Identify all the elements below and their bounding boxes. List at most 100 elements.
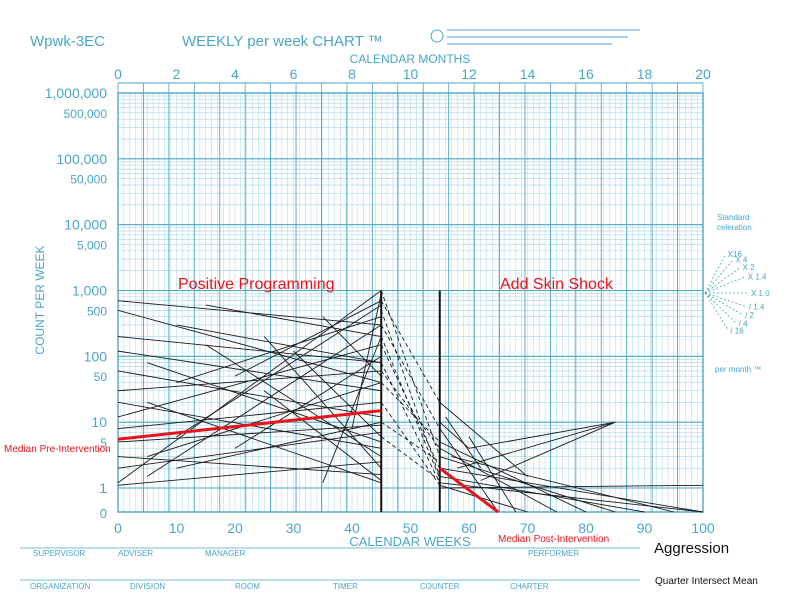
celeration-label: X 4: [735, 255, 748, 264]
y-tick-label: 100,000: [56, 151, 107, 167]
celeration-title-1: Standard: [717, 213, 749, 222]
x-tick-labels: 0 10 20 30 40 50 60 70 80 90 100: [114, 520, 715, 536]
x-tick-label: 30: [286, 520, 302, 536]
data-line-post: [439, 467, 704, 513]
top-tick-label: 18: [637, 66, 653, 82]
x-tick-label: 50: [403, 520, 419, 536]
data-line-post: [451, 456, 674, 513]
data-line-pre: [117, 456, 382, 476]
celeration-ray: [704, 276, 746, 294]
data-line-pre: [322, 316, 382, 377]
data-line-transition: [380, 324, 441, 429]
celeration-label: X16: [728, 250, 743, 259]
celeration-ray: [704, 253, 727, 294]
x-tick-label: 70: [520, 520, 536, 536]
celeration-label: / 16: [730, 326, 744, 335]
x-tick-label: 80: [578, 520, 594, 536]
x-tick-label: 40: [344, 520, 360, 536]
y-tick-label: 1: [99, 480, 107, 496]
y-tick-label: 100: [84, 348, 108, 364]
form-code: Wpwk-3EC: [30, 33, 105, 50]
data-line-transition: [380, 362, 441, 483]
footer-field: PERFORMER: [528, 549, 579, 558]
month-label-row: [117, 82, 704, 93]
y-tick-label: 5,000: [77, 238, 107, 252]
major-grid: [117, 92, 704, 513]
y-tick-label: 50: [94, 370, 108, 384]
top-tick-label: 8: [348, 66, 356, 82]
data-line-pre: [117, 401, 382, 429]
y-tick-labels: 1,000,000 500,000 100,000 50,000 10,000 5,000…: [45, 85, 108, 496]
y-axis-label: COUNT PER WEEK: [33, 245, 47, 354]
footer-field: ADVISER: [118, 549, 153, 558]
data-line-pre: [322, 336, 382, 483]
celeration-label: X 1.0: [751, 289, 770, 298]
data-line-pre: [117, 424, 382, 443]
data-line-transition: [380, 436, 441, 481]
data-line-pre: [234, 355, 382, 449]
form-footer: SUPERVISOR ADVISER MANAGER PERFORMER ORGANIZ…: [20, 547, 640, 591]
data-line-transition: [380, 402, 441, 486]
data-line-pre: [351, 293, 382, 429]
top-tick-label: 4: [231, 66, 239, 82]
x-tick-label: 20: [227, 520, 243, 536]
x-tick-label: 60: [461, 520, 477, 536]
data-line-post: [480, 421, 616, 481]
data-line-pre: [293, 350, 382, 438]
y-tick-label: 10,000: [64, 217, 107, 233]
data-line-post: [439, 456, 616, 513]
publisher-block: [430, 29, 640, 45]
data-line-post: [439, 428, 499, 513]
data-line-transition: [380, 310, 441, 477]
data-line-pre: [117, 290, 382, 484]
data-line-pre: [263, 390, 382, 481]
data-line-pre: [205, 344, 382, 457]
footer-field: MANAGER: [205, 549, 246, 558]
data-line-post: [468, 421, 616, 449]
top-axis-label: CALENDAR MONTHS: [350, 52, 471, 66]
minor-grid: [117, 93, 704, 512]
data-line-pre: [117, 309, 382, 383]
x-axis-label: CALENDAR WEEKS: [349, 534, 471, 549]
celeration-label: / 1.4: [749, 303, 765, 312]
y-tick-label: 1,000: [72, 283, 107, 299]
data-line-pre: [176, 324, 382, 364]
data-line-pre: [117, 431, 382, 469]
data-line-transition: [380, 370, 441, 449]
footer-field: CHARTER: [510, 582, 549, 591]
celeration-ray: [704, 259, 734, 294]
data-line-pre: [234, 300, 382, 377]
top-tick-label: 16: [578, 66, 594, 82]
median-lines: [117, 409, 500, 514]
top-tick-label: 14: [520, 66, 536, 82]
data-lines: [117, 290, 704, 513]
celeration-label: / 2: [745, 311, 754, 320]
data-line-post: [439, 484, 528, 513]
y-tick-label: 1,000,000: [45, 85, 107, 101]
celeration-footer: per month ™: [715, 365, 761, 374]
data-line-pre: [147, 324, 382, 477]
footer-field: SUPERVISOR: [33, 549, 86, 558]
footer-field: DIVISION: [130, 582, 165, 591]
data-line-transition: [380, 336, 441, 479]
data-line-pre: [147, 382, 382, 458]
celeration-ray: [704, 292, 744, 316]
data-line-pre: [117, 344, 382, 418]
data-line-pre: [205, 304, 382, 337]
data-line-post: [439, 441, 587, 513]
celeration-ray: [704, 266, 741, 294]
y-tick-label: 50,000: [70, 173, 107, 187]
x-tick-label: 90: [637, 520, 653, 536]
x-tick-label: 100: [691, 520, 715, 536]
celeration-label: X 2: [743, 263, 756, 272]
footer-field: COUNTER: [420, 582, 460, 591]
median-post-label: Median Post-Intervention: [498, 534, 609, 545]
footer-field: ORGANIZATION: [30, 582, 91, 591]
data-line-pre: [176, 316, 382, 383]
x-tick-label: 0: [114, 520, 122, 536]
data-line-post: [457, 421, 616, 469]
celeration-ray: [704, 292, 737, 324]
chart-title: WEEKLY per week CHART ™: [182, 33, 383, 50]
celeration-label: / 4: [739, 320, 748, 329]
